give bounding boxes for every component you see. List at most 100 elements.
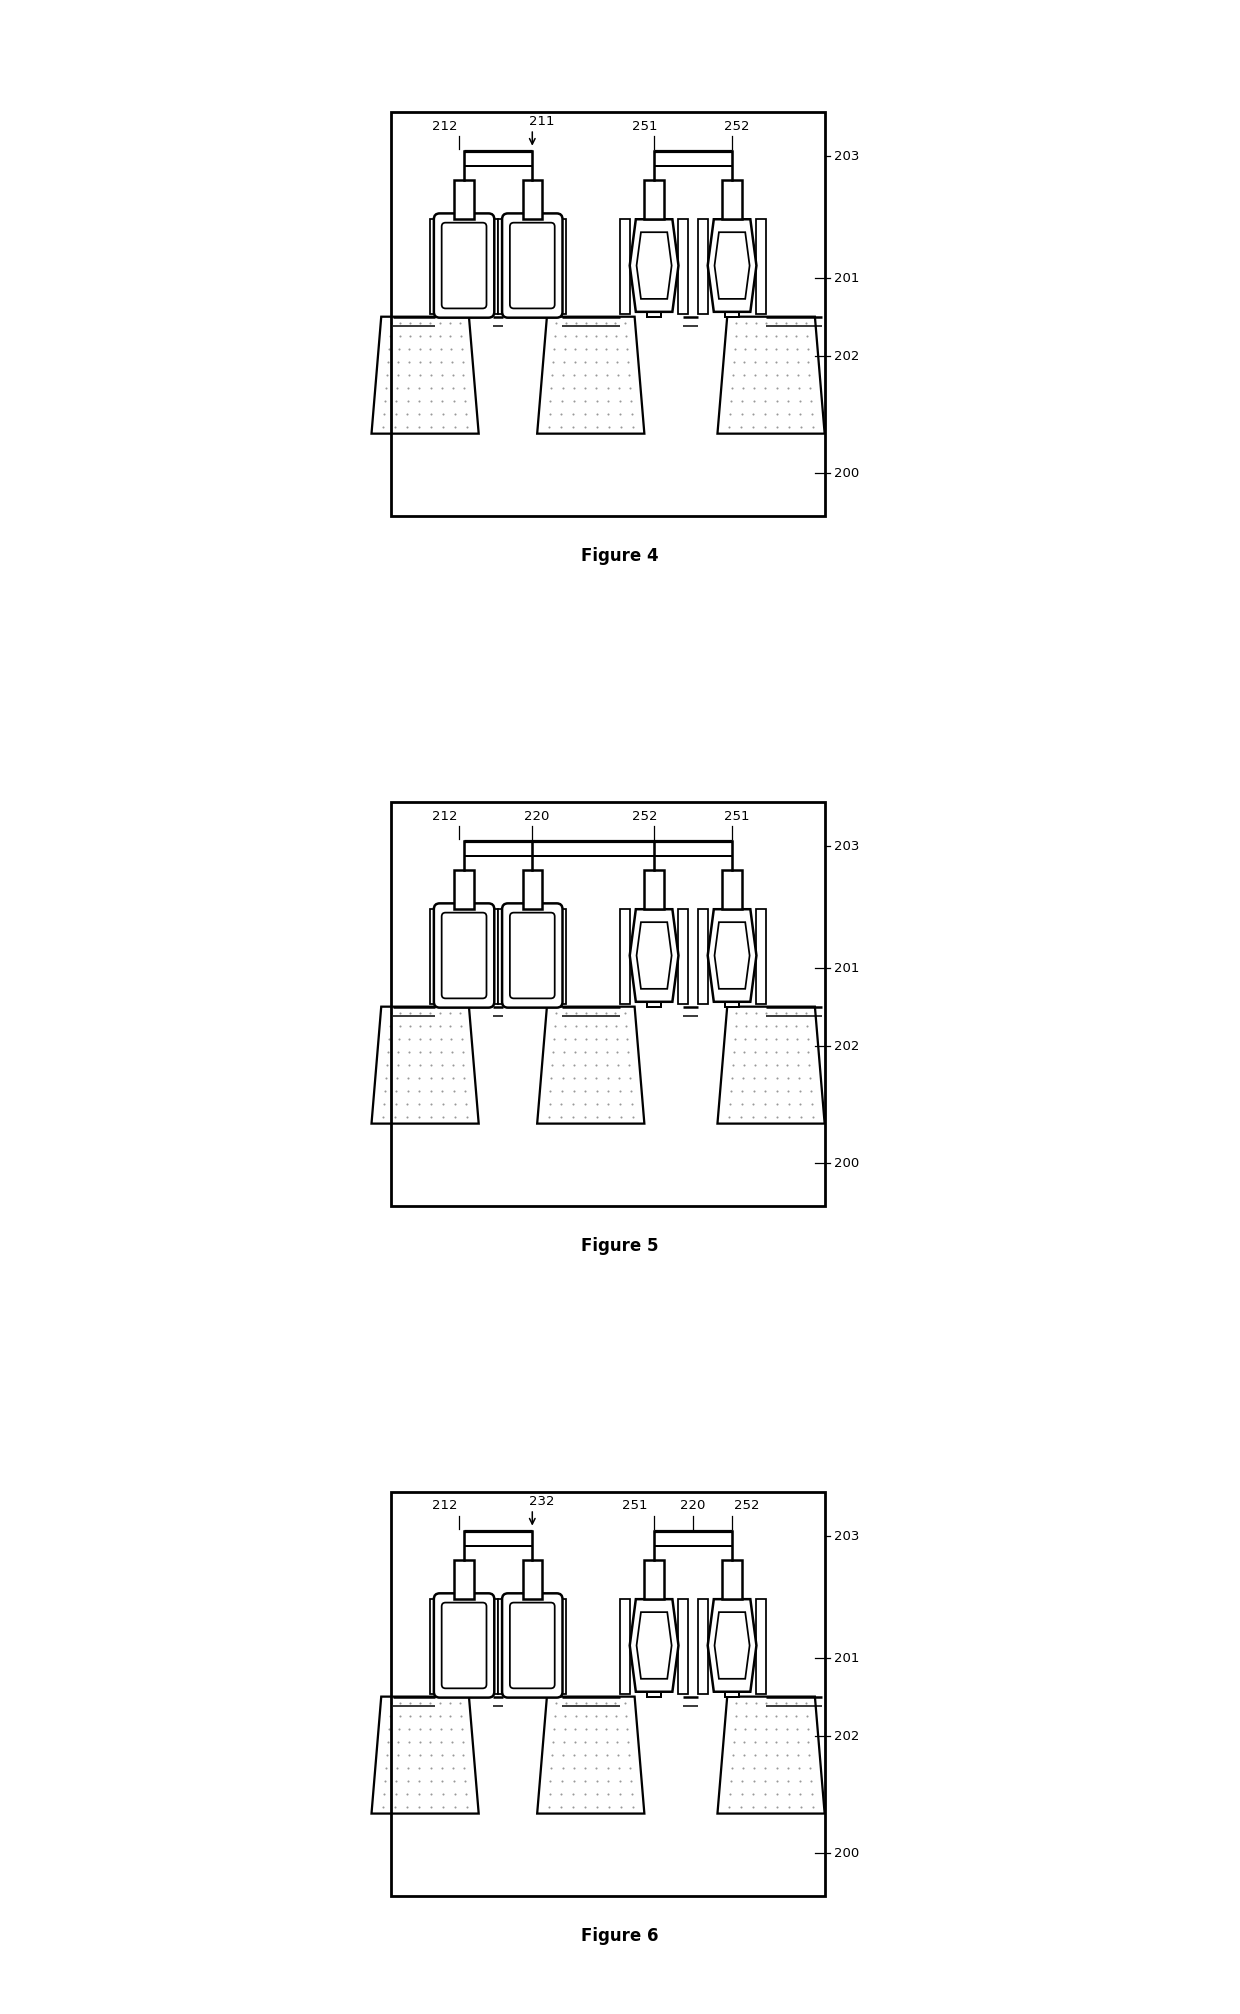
Polygon shape bbox=[537, 318, 645, 435]
Text: 203: 203 bbox=[835, 151, 859, 163]
Text: 203: 203 bbox=[835, 840, 859, 854]
Bar bbox=[489, 910, 498, 1005]
Bar bbox=[756, 910, 766, 1005]
Bar bbox=[723, 1561, 742, 1599]
Bar bbox=[620, 220, 630, 314]
Bar bbox=[525, 939, 539, 1007]
Text: 211: 211 bbox=[529, 115, 554, 127]
Bar bbox=[489, 1599, 498, 1694]
Polygon shape bbox=[630, 910, 678, 1003]
Text: 203: 203 bbox=[835, 1529, 859, 1543]
Polygon shape bbox=[718, 318, 825, 435]
Polygon shape bbox=[708, 220, 756, 312]
Bar bbox=[620, 910, 630, 1005]
Text: 220: 220 bbox=[681, 1498, 706, 1513]
FancyBboxPatch shape bbox=[434, 904, 495, 1009]
FancyBboxPatch shape bbox=[441, 912, 486, 999]
Bar bbox=[522, 181, 542, 220]
Polygon shape bbox=[714, 234, 750, 300]
Bar bbox=[498, 1599, 508, 1694]
Polygon shape bbox=[636, 922, 672, 989]
Polygon shape bbox=[718, 1007, 825, 1124]
Bar bbox=[391, 804, 825, 1206]
Bar bbox=[723, 870, 742, 910]
Bar bbox=[430, 1599, 440, 1694]
Polygon shape bbox=[372, 1007, 479, 1124]
Bar bbox=[430, 220, 440, 314]
Text: Figure 5: Figure 5 bbox=[582, 1237, 658, 1255]
Text: 252: 252 bbox=[734, 1498, 759, 1513]
Polygon shape bbox=[714, 1613, 750, 1680]
Text: 201: 201 bbox=[835, 963, 859, 975]
FancyBboxPatch shape bbox=[510, 224, 554, 310]
Polygon shape bbox=[714, 922, 750, 989]
Bar bbox=[498, 910, 508, 1005]
Text: Figure 6: Figure 6 bbox=[582, 1927, 658, 1944]
Bar bbox=[724, 250, 739, 318]
Bar bbox=[645, 181, 663, 220]
Bar bbox=[391, 1805, 825, 1897]
Text: 220: 220 bbox=[525, 810, 549, 822]
Text: 251: 251 bbox=[631, 119, 657, 133]
Text: 202: 202 bbox=[835, 1039, 859, 1053]
Text: 200: 200 bbox=[835, 1156, 859, 1170]
Text: 212: 212 bbox=[432, 1498, 458, 1513]
Bar bbox=[678, 220, 688, 314]
Bar bbox=[756, 220, 766, 314]
Bar bbox=[456, 250, 471, 318]
Bar bbox=[522, 1561, 542, 1599]
Bar bbox=[454, 181, 474, 220]
Text: 200: 200 bbox=[835, 467, 859, 479]
Text: 202: 202 bbox=[835, 350, 859, 363]
Text: 232: 232 bbox=[529, 1494, 554, 1506]
Bar bbox=[723, 181, 742, 220]
Text: 252: 252 bbox=[724, 119, 750, 133]
Polygon shape bbox=[636, 1613, 672, 1680]
Polygon shape bbox=[630, 1599, 678, 1692]
Text: 251: 251 bbox=[622, 1498, 647, 1513]
Bar bbox=[724, 1629, 739, 1696]
Text: 201: 201 bbox=[835, 272, 859, 286]
Bar bbox=[698, 1599, 708, 1694]
FancyBboxPatch shape bbox=[510, 912, 554, 999]
Bar bbox=[647, 939, 661, 1007]
Bar bbox=[498, 220, 508, 314]
Bar bbox=[456, 939, 471, 1007]
Bar bbox=[645, 870, 663, 910]
Polygon shape bbox=[630, 220, 678, 312]
Bar bbox=[557, 910, 567, 1005]
Polygon shape bbox=[708, 1599, 756, 1692]
Bar bbox=[489, 220, 498, 314]
Bar bbox=[645, 1561, 663, 1599]
Bar bbox=[391, 1492, 825, 1897]
Bar bbox=[430, 910, 440, 1005]
Polygon shape bbox=[636, 234, 672, 300]
Bar bbox=[647, 250, 661, 318]
FancyBboxPatch shape bbox=[434, 213, 495, 318]
FancyBboxPatch shape bbox=[510, 1603, 554, 1688]
Polygon shape bbox=[537, 1696, 645, 1815]
Bar bbox=[454, 870, 474, 910]
Text: 202: 202 bbox=[835, 1730, 859, 1742]
Bar bbox=[391, 425, 825, 518]
Bar bbox=[620, 1599, 630, 1694]
Polygon shape bbox=[718, 1696, 825, 1815]
FancyBboxPatch shape bbox=[441, 1603, 486, 1688]
Text: 212: 212 bbox=[432, 810, 458, 822]
Polygon shape bbox=[708, 910, 756, 1003]
Bar bbox=[557, 1599, 567, 1694]
Bar bbox=[525, 1629, 539, 1696]
FancyBboxPatch shape bbox=[502, 904, 563, 1009]
Text: 201: 201 bbox=[835, 1651, 859, 1664]
FancyBboxPatch shape bbox=[502, 1593, 563, 1698]
Bar bbox=[698, 220, 708, 314]
Bar bbox=[678, 910, 688, 1005]
Bar bbox=[391, 113, 825, 518]
Text: 212: 212 bbox=[432, 119, 458, 133]
Bar bbox=[698, 910, 708, 1005]
Bar bbox=[522, 870, 542, 910]
FancyBboxPatch shape bbox=[441, 224, 486, 310]
Text: 251: 251 bbox=[724, 810, 750, 822]
Bar bbox=[557, 220, 567, 314]
Bar bbox=[391, 1114, 825, 1206]
